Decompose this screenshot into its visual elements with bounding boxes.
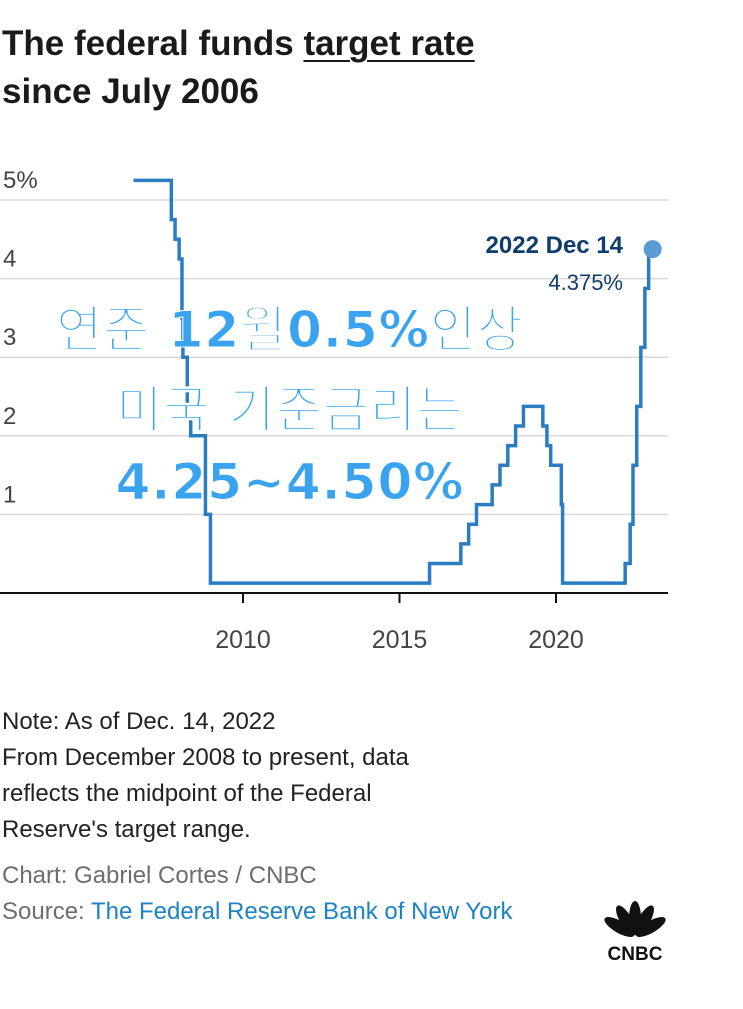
note-line-4: Reserve's target range. <box>2 816 251 843</box>
chart-notes: Note: As of Dec. 14, 2022 From December … <box>2 704 602 848</box>
y-tick-label: 2 <box>3 403 16 430</box>
note-line-3: reflects the midpoint of the Federal <box>2 780 372 807</box>
y-tick-label: 1 <box>3 481 16 508</box>
title-part1: The federal funds <box>2 24 304 63</box>
y-tick-label: 3 <box>3 324 16 351</box>
y-tick-label: 5% <box>3 167 38 194</box>
annotation-date: 2022 Dec 14 <box>486 232 624 259</box>
y-tick-labels: 5% 4 3 2 1 <box>3 167 38 508</box>
overlay-text-line1: 연준 12월0.5%인상 <box>56 301 524 360</box>
nbc-peacock-icon <box>604 901 666 937</box>
title-line2: since July 2006 <box>2 72 259 111</box>
overlay-text-line2: 미국 기준금리는 <box>116 381 464 440</box>
rate-series-line <box>133 178 651 585</box>
title-target-rate: target rate <box>303 24 475 63</box>
rate-chart: 5% 4 3 2 1 2010 2015 2020 2022 Dec 14 4.375% <box>0 167 668 654</box>
grid-lines <box>0 199 668 594</box>
source-link[interactable]: The Federal Reserve Bank of New York <box>90 898 513 925</box>
note-line-2: From December 2008 to present, data <box>2 744 409 771</box>
source-label: Source: <box>2 898 91 925</box>
note-line-1: Note: As of Dec. 14, 2022 <box>2 708 276 735</box>
overlay-text-line3: 4.25~4.50% <box>115 453 465 512</box>
x-tick-label: 2020 <box>528 626 584 654</box>
latest-value-dot <box>643 240 662 259</box>
annotation-value: 4.375% <box>548 270 623 295</box>
chart-credit: Chart: Gabriel Cortes / CNBC <box>2 862 317 889</box>
x-tick-labels: 2010 2015 2020 <box>215 593 584 654</box>
x-tick-label: 2015 <box>372 626 428 654</box>
source-credit: Source: The Federal Reserve Bank of New … <box>2 894 572 930</box>
x-tick-label: 2010 <box>215 626 271 654</box>
chart-title: The federal funds target rate since July… <box>2 20 722 116</box>
y-tick-label: 4 <box>3 246 16 273</box>
cnbc-wordmark: CNBC <box>608 944 663 965</box>
chart-credits: Chart: Gabriel Cortes / CNBC Source: The… <box>2 858 572 930</box>
cnbc-logo: CNBC <box>604 901 666 965</box>
